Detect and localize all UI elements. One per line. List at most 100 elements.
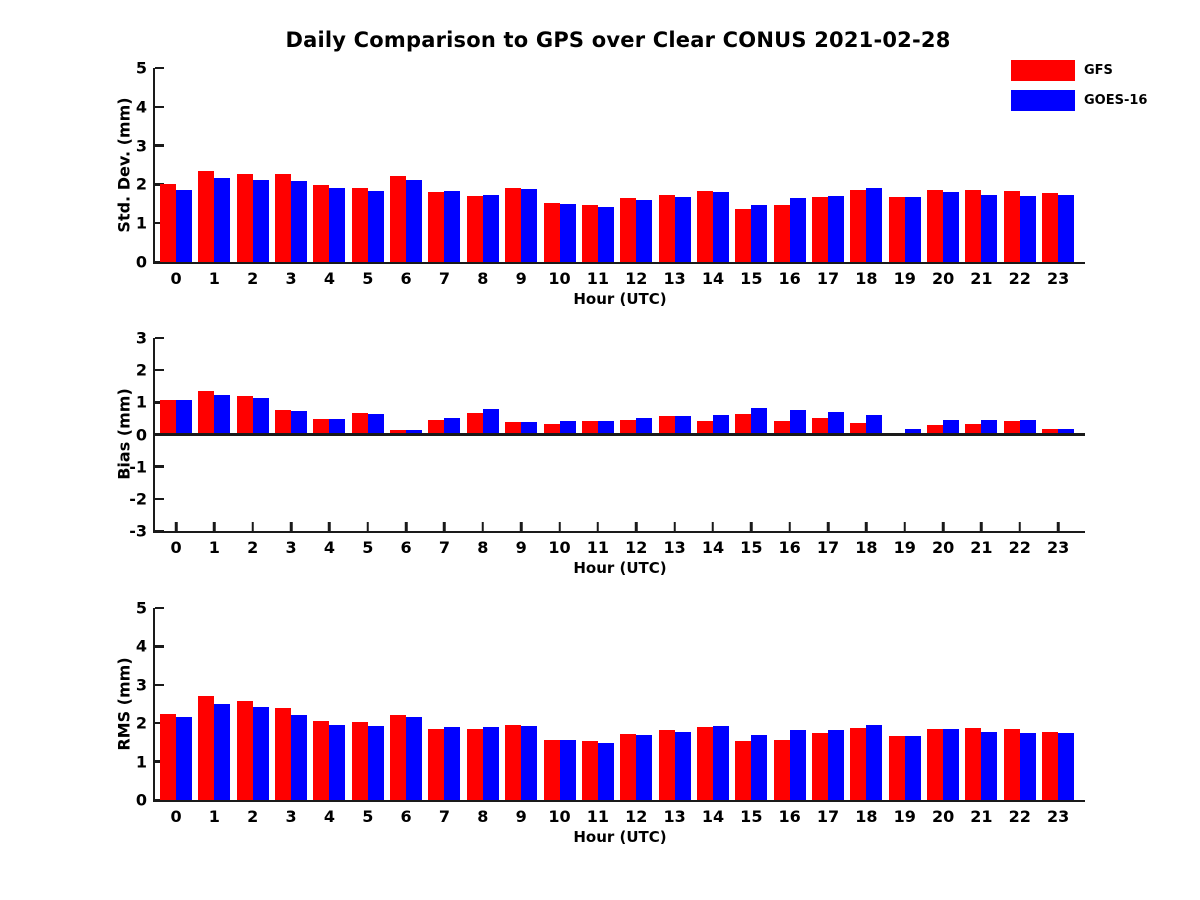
bar-gfs-hour-8 — [466, 196, 483, 262]
bar-goes16-hour-15 — [751, 408, 768, 435]
x-tick-label: 14 — [701, 807, 725, 826]
y-tick-label: 1 — [135, 213, 147, 233]
bar-gfs-hour-21 — [965, 727, 982, 800]
x-tick-label: 8 — [477, 538, 489, 557]
legend-item-gfs: GFS — [1011, 60, 1147, 81]
x-tick-mark — [213, 522, 216, 531]
x-tick-label: 13 — [663, 538, 686, 557]
y-tick-mark — [155, 260, 164, 264]
y-tick-mark — [155, 336, 164, 340]
y-tick-mark — [155, 606, 164, 610]
x-tick-mark — [404, 522, 408, 531]
y-tick-label: 0 — [135, 425, 147, 444]
bar-gfs-hour-10 — [543, 739, 560, 800]
bar-goes16-hour-18 — [866, 188, 883, 262]
x-tick-label: 15 — [740, 538, 763, 557]
bar-goes16-hour-14 — [712, 192, 729, 262]
bar-gfs-hour-21 — [965, 189, 982, 262]
bar-goes16-hour-23 — [1058, 732, 1075, 800]
bar-gfs-hour-10 — [543, 202, 560, 262]
bar-gfs-hour-16 — [773, 204, 790, 262]
x-tick-label: 2 — [247, 538, 259, 557]
x-tick-label: 14 — [701, 538, 725, 557]
bar-goes16-hour-10 — [559, 739, 576, 800]
bar-goes16-hour-14 — [712, 725, 729, 800]
x-tick-label: 9 — [515, 538, 527, 557]
bar-gfs-hour-23 — [1042, 731, 1059, 800]
bar-goes16-hour-1 — [214, 394, 231, 435]
bar-gfs-hour-11 — [581, 740, 598, 800]
x-tick-mark — [788, 522, 791, 531]
bar-gfs-hour-1 — [198, 170, 215, 262]
bar-goes16-hour-7 — [444, 190, 461, 262]
bar-goes16-hour-10 — [559, 203, 576, 262]
bar-gfs-hour-9 — [505, 724, 522, 800]
chart-title: Daily Comparison to GPS over Clear CONUS… — [285, 28, 951, 52]
bar-gfs-hour-8 — [466, 412, 483, 435]
bar-gfs-hour-18 — [850, 727, 867, 800]
x-tick-label: 8 — [477, 269, 489, 288]
x-tick-label: 22 — [1008, 807, 1031, 826]
bar-goes16-hour-1 — [214, 704, 231, 800]
x-tick-label: 7 — [438, 538, 451, 557]
bar-goes16-hour-9 — [521, 725, 538, 800]
x-tick-label: 5 — [362, 807, 374, 826]
x-tick-label: 1 — [208, 807, 220, 826]
bar-goes16-hour-18 — [866, 725, 883, 800]
x-tick-label: 13 — [663, 269, 686, 288]
x-axis-label: Hour (UTC) — [573, 828, 667, 846]
x-tick-label: 7 — [438, 807, 451, 826]
x-tick-mark — [328, 522, 331, 531]
bar-gfs-hour-2 — [236, 173, 253, 262]
bar-gfs-hour-4 — [313, 184, 330, 262]
bar-goes16-hour-6 — [406, 717, 423, 800]
y-tick-mark — [155, 221, 164, 225]
x-tick-mark — [251, 522, 254, 531]
bar-gfs-hour-1 — [198, 696, 215, 800]
bar-goes16-hour-14 — [712, 414, 729, 435]
x-tick-label: 17 — [816, 538, 840, 557]
x-tick-label: 10 — [548, 538, 571, 557]
x-tick-mark — [558, 522, 561, 531]
y-tick-mark — [155, 105, 164, 109]
bar-goes16-hour-7 — [444, 727, 461, 800]
bar-goes16-hour-16 — [789, 729, 806, 800]
bar-goes16-hour-3 — [291, 180, 308, 262]
x-tick-mark — [1056, 522, 1060, 531]
x-tick-label: 11 — [586, 269, 610, 288]
bar-gfs-hour-11 — [581, 421, 598, 435]
stddev-plot-area: 0 1 2 3 4 5 0 1 2 3 4 5 6 7 8 9 10 11 12 13 14 15 16 17 18 19 20 21… — [136, 59, 1085, 308]
bar-gfs-hour-4 — [313, 419, 330, 435]
y-tick-label: 1 — [135, 392, 147, 412]
x-tick-label: 18 — [855, 807, 878, 826]
bar-gfs-hour-5 — [351, 721, 368, 800]
x-tick-mark — [596, 522, 600, 531]
bar-gfs-hour-17 — [812, 197, 829, 262]
y-tick-label: 2 — [135, 174, 147, 194]
x-tick-mark — [673, 522, 676, 531]
x-tick-label: 4 — [323, 269, 335, 288]
bar-gfs-hour-12 — [620, 734, 637, 800]
y-tick-mark — [155, 645, 164, 648]
rms-y-axis-label: RMS (mm) — [114, 657, 134, 751]
gfs-color-swatch — [1011, 60, 1075, 81]
y-tick-label: -2 — [129, 489, 147, 509]
x-tick-label: 5 — [362, 269, 374, 288]
bar-goes16-hour-12 — [636, 199, 653, 262]
bar-gfs-hour-3 — [275, 173, 292, 262]
x-tick-label: 18 — [855, 538, 878, 557]
bar-goes16-hour-19 — [904, 429, 921, 435]
bar-gfs-hour-22 — [1003, 728, 1020, 800]
bar-gfs-hour-17 — [812, 417, 829, 435]
x-tick-label: 23 — [1047, 807, 1070, 826]
bar-goes16-hour-12 — [636, 417, 653, 435]
bar-gfs-hour-23 — [1042, 192, 1059, 262]
bar-goes16-hour-1 — [214, 178, 231, 262]
x-tick-label: 21 — [970, 538, 993, 557]
x-tick-label: 20 — [931, 538, 955, 557]
x-tick-label: 0 — [170, 269, 182, 288]
bar-goes16-hour-22 — [1019, 196, 1036, 262]
bar-goes16-hour-5 — [367, 191, 384, 262]
bar-gfs-hour-0 — [160, 400, 177, 435]
x-axis-label: Hour (UTC) — [573, 290, 667, 308]
